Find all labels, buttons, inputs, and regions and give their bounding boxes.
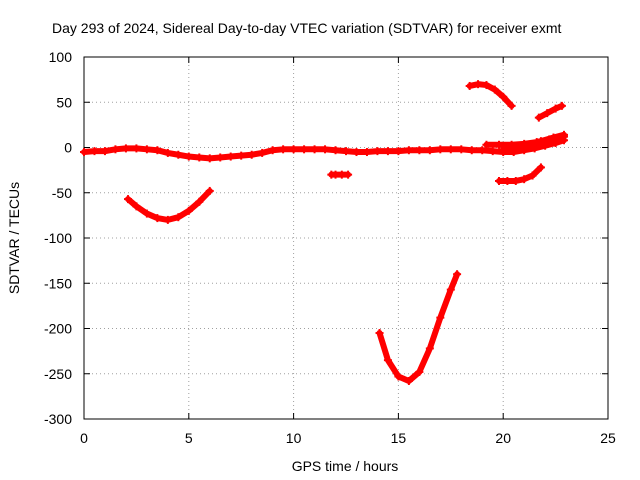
y-tick-label: -100 (44, 230, 72, 246)
chart-title: Day 293 of 2024, Sidereal Day-to-day VTE… (52, 20, 561, 36)
data-series (534, 101, 566, 122)
y-tick-label: -200 (44, 321, 72, 337)
y-tick-label: 100 (49, 49, 73, 65)
y-axis-title: SDTVAR / TECUs (6, 182, 22, 294)
x-tick-label: 20 (495, 430, 511, 446)
x-tick-label: 5 (185, 430, 193, 446)
data-series (124, 186, 214, 224)
y-tick-label: -250 (44, 366, 72, 382)
series-trace (496, 164, 544, 184)
series-trace (535, 102, 565, 121)
data-series (327, 170, 353, 179)
series-trace (466, 81, 515, 109)
grid-layer (84, 57, 608, 419)
x-tick-label: 10 (286, 430, 302, 446)
x-tick-label: 15 (391, 430, 407, 446)
data-series (375, 270, 462, 385)
y-tick-label: -50 (52, 185, 72, 201)
data-series (465, 80, 516, 110)
y-tick-label: -150 (44, 275, 72, 291)
data-layer (80, 80, 568, 385)
x-tick-label: 0 (80, 430, 88, 446)
data-series (495, 163, 545, 185)
x-tick-label: 25 (600, 430, 616, 446)
axes-layer: 0 5 10 15 20 25 -300 -250 -200 -150 -100 -50 0 50 100 (44, 49, 616, 446)
series-trace (376, 271, 461, 384)
data-series (499, 130, 568, 154)
data-series (80, 136, 568, 163)
y-tick-label: 0 (64, 140, 72, 156)
plot-border (83, 56, 609, 420)
x-axis-title: GPS time / hours (292, 458, 399, 474)
y-tick-label: -300 (44, 411, 72, 427)
y-tick-label: 50 (56, 94, 72, 110)
